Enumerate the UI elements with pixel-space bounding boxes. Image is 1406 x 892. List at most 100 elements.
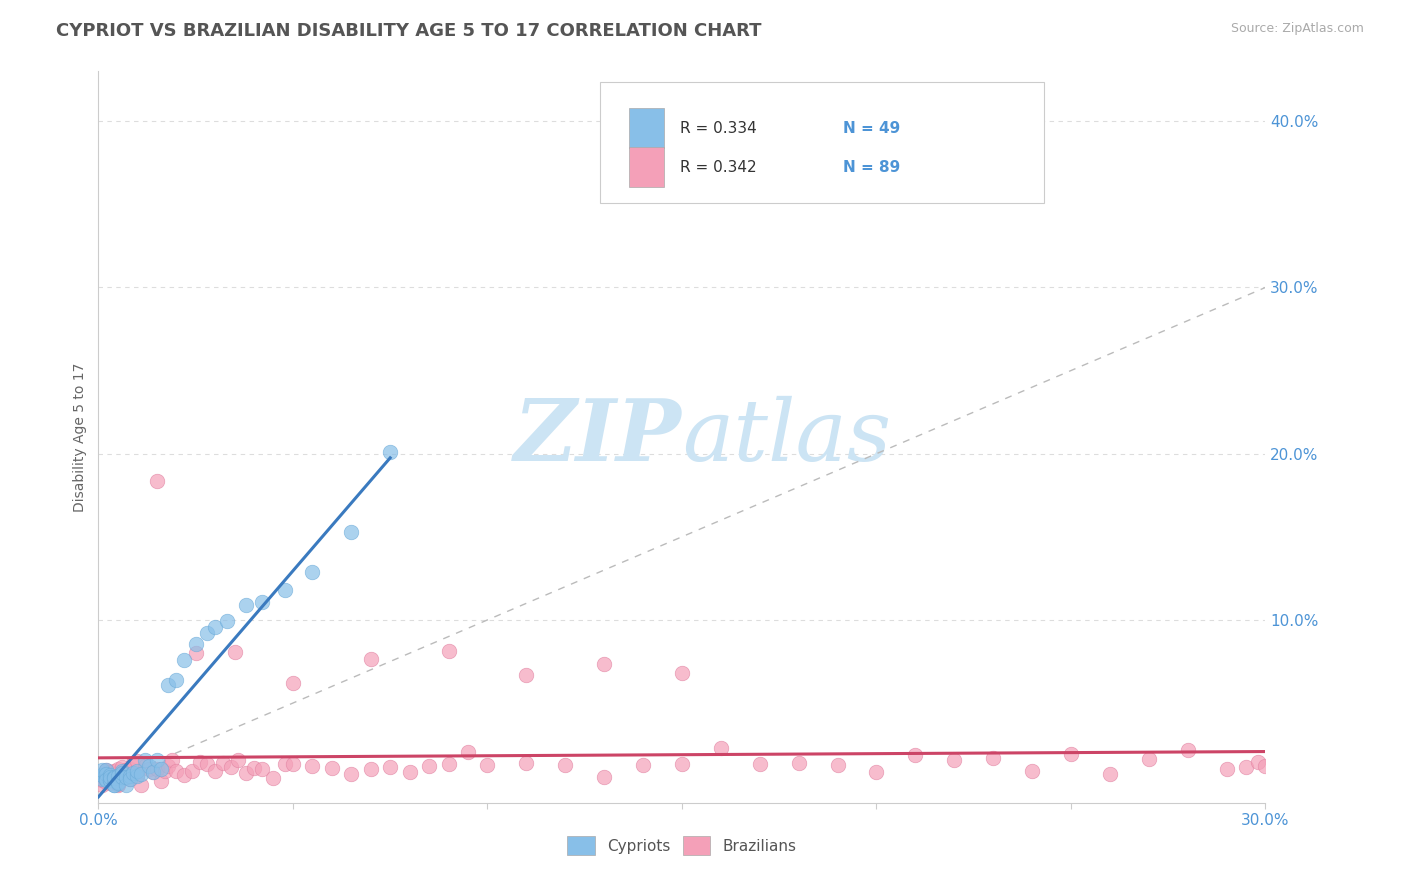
Point <box>477 758 499 772</box>
Point <box>103 771 125 785</box>
Point <box>593 770 616 784</box>
Point <box>96 763 118 777</box>
Bar <box>630 108 665 148</box>
Point <box>91 767 114 781</box>
Text: N = 49: N = 49 <box>844 121 900 136</box>
Point <box>301 759 323 773</box>
Point <box>215 614 238 628</box>
Point <box>827 757 849 772</box>
Point <box>107 769 129 783</box>
Point <box>96 773 118 788</box>
Point <box>235 598 257 612</box>
Text: CYPRIOT VS BRAZILIAN DISABILITY AGE 5 TO 17 CORRELATION CHART: CYPRIOT VS BRAZILIAN DISABILITY AGE 5 TO… <box>56 22 762 40</box>
Point <box>340 767 363 781</box>
Point <box>98 776 121 790</box>
Point <box>360 762 382 776</box>
Point <box>118 772 141 786</box>
Point <box>981 750 1004 764</box>
Point <box>787 756 810 770</box>
Point <box>173 768 195 782</box>
Point <box>114 778 136 792</box>
Point <box>165 764 187 779</box>
Point <box>114 764 136 778</box>
Point <box>107 778 129 792</box>
Point <box>129 778 152 792</box>
Point <box>380 760 402 774</box>
Point <box>274 583 297 598</box>
Point <box>457 745 479 759</box>
Point <box>103 772 125 787</box>
Point <box>157 758 180 772</box>
Point <box>111 765 134 780</box>
Point <box>138 762 160 776</box>
Point <box>98 771 121 785</box>
Point <box>91 778 114 792</box>
Point <box>219 760 242 774</box>
Point <box>103 767 125 781</box>
Point <box>235 765 257 780</box>
Point <box>107 775 129 789</box>
Point <box>146 762 169 776</box>
Legend: Cypriots, Brazilians: Cypriots, Brazilians <box>561 830 803 861</box>
Point <box>360 652 382 666</box>
Point <box>380 445 402 459</box>
Point <box>1177 743 1199 757</box>
Text: N = 89: N = 89 <box>844 161 900 176</box>
Point <box>1098 767 1121 781</box>
Point <box>98 768 121 782</box>
Point <box>91 769 114 783</box>
Point <box>134 758 156 772</box>
Y-axis label: Disability Age 5 to 17: Disability Age 5 to 17 <box>73 362 87 512</box>
Point <box>212 756 235 770</box>
Point <box>631 757 654 772</box>
Point <box>1021 764 1043 778</box>
Point <box>111 764 134 778</box>
Text: R = 0.334: R = 0.334 <box>679 121 756 136</box>
Point <box>129 767 152 781</box>
Point <box>96 764 118 778</box>
Point <box>281 757 304 772</box>
Point <box>204 620 226 634</box>
Point <box>515 668 537 682</box>
Point <box>127 768 149 782</box>
Point <box>111 766 134 780</box>
Point <box>127 769 149 783</box>
Point <box>437 756 460 771</box>
Point <box>107 777 129 791</box>
Point <box>122 756 145 770</box>
Point <box>98 773 121 788</box>
Point <box>1246 756 1268 770</box>
Point <box>142 764 165 779</box>
Point <box>127 754 149 768</box>
Point <box>111 760 134 774</box>
Point <box>96 772 118 786</box>
Point <box>98 770 121 784</box>
Point <box>146 754 169 768</box>
Point <box>98 773 121 788</box>
Point <box>243 761 266 775</box>
Point <box>118 769 141 783</box>
Point <box>195 626 218 640</box>
Point <box>162 753 184 767</box>
Point <box>146 474 169 488</box>
Point <box>91 772 114 786</box>
Point <box>228 753 250 767</box>
Point <box>671 757 693 772</box>
Point <box>103 778 125 792</box>
FancyBboxPatch shape <box>600 82 1043 203</box>
Point <box>418 758 440 772</box>
Point <box>593 657 616 671</box>
Point <box>904 748 927 763</box>
Point <box>142 764 165 779</box>
Point <box>173 653 195 667</box>
Text: ZIP: ZIP <box>515 395 682 479</box>
Point <box>1215 763 1237 777</box>
Point <box>262 771 284 785</box>
Bar <box>630 146 665 187</box>
Point <box>180 764 202 779</box>
Point <box>96 767 118 781</box>
Point <box>91 773 114 788</box>
Point <box>103 770 125 784</box>
Point <box>165 673 187 687</box>
Point <box>184 646 207 660</box>
